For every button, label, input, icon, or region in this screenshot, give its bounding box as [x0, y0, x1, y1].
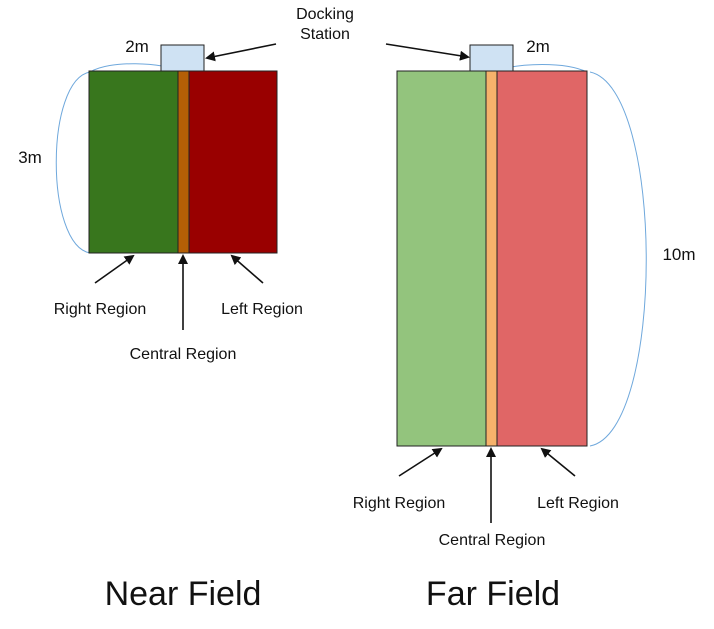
- far-right-region-label: Right Region: [353, 495, 446, 512]
- near-length-label: 3m: [18, 148, 42, 167]
- near-length-curve: [55, 71, 91, 254]
- near-left-region-label: Left Region: [221, 301, 303, 318]
- far-length-label: 10m: [662, 245, 695, 264]
- far-central-region-label: Central Region: [439, 532, 546, 549]
- far-left-region-label: Left Region: [537, 495, 619, 512]
- far-right-region: [396, 70, 487, 447]
- far-docking-station: [469, 44, 514, 72]
- near-right-region: [88, 70, 179, 254]
- near-left-region: [188, 70, 278, 254]
- far-field-group: 2m 10m Right Region Central Region Left …: [353, 37, 696, 613]
- docking-station-label-line2: Station: [300, 26, 350, 43]
- far-left-arrow: [540, 447, 576, 477]
- near-right-arrow: [94, 254, 135, 284]
- near-width-label: 2m: [125, 37, 149, 56]
- far-central-region: [485, 70, 498, 447]
- far-right-arrow: [398, 447, 443, 477]
- far-left-region: [496, 70, 588, 447]
- far-field-title: Far Field: [426, 575, 560, 613]
- far-length-curve: [589, 71, 647, 447]
- docking-arrow-far: [385, 43, 470, 61]
- near-field-group: 2m 3m Right Region Central Region Left R…: [18, 37, 303, 613]
- near-docking-station: [160, 44, 205, 72]
- docking-station-label-line1: Docking: [296, 6, 354, 23]
- near-central-region-label: Central Region: [130, 346, 237, 363]
- far-width-label: 2m: [526, 37, 550, 56]
- near-left-arrow: [230, 254, 264, 284]
- near-right-region-label: Right Region: [54, 301, 147, 318]
- near-field-title: Near Field: [105, 575, 262, 613]
- docking-arrow-near: [205, 43, 277, 62]
- near-central-region: [177, 70, 190, 254]
